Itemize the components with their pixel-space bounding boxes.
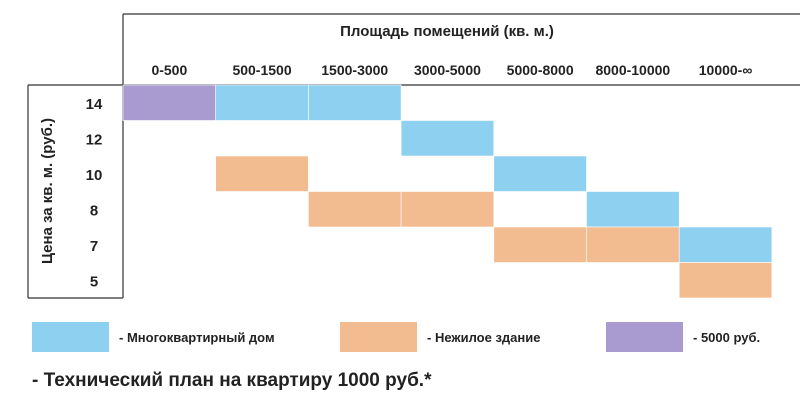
cell-apartment [215,84,309,121]
row-label: 10 [86,167,103,184]
legend-nonres: - Нежилое здание [340,322,540,352]
legend-fixed-swatch [606,322,683,352]
legend-apartment: - Многоквартирный дом [32,322,275,352]
row-label: 12 [86,131,103,148]
footnote: - Технический план на квартиру 1000 руб.… [32,370,432,391]
cell-apartment [678,226,773,263]
y-axis-label: Цена за кв. м. (руб.) [39,118,56,264]
column-label: 500-1500 [232,62,291,78]
cell-apartment [586,191,680,228]
cell-nonres [308,191,402,228]
column-label: 5000-8000 [507,62,574,78]
cell-fixed [122,84,216,121]
column-label: 1500-3000 [321,62,388,78]
legend-apartment-label: - Многоквартирный дом [119,329,275,345]
cell-nonres [215,155,309,192]
row-label: 8 [90,202,98,219]
legend-fixed-label: - 5000 руб. [693,329,761,345]
cell-nonres [493,226,587,263]
cell-apartment [308,84,402,121]
cell-nonres [586,226,680,263]
row-label: 7 [90,238,98,255]
price-area-chart: Площадь помещений (кв. м.) Цена за кв. м… [27,13,800,299]
cell-apartment [493,155,587,192]
column-label: 8000-10000 [595,62,670,78]
legend-nonres-swatch [340,322,417,352]
legend-fixed: - 5000 руб. [606,322,760,352]
legend-nonres-label: - Нежилое здание [427,329,541,345]
legend-apartment-swatch [32,322,109,352]
column-label: 10000-∞ [699,62,753,78]
cell-apartment [400,120,495,157]
cell-nonres [678,262,773,299]
row-label: 14 [86,96,103,113]
cell-nonres [400,191,495,228]
column-label: 3000-5000 [414,62,481,78]
chart-title: Площадь помещений (кв. м.) [340,23,554,40]
row-label: 5 [90,273,98,290]
column-label: 0-500 [151,62,187,78]
